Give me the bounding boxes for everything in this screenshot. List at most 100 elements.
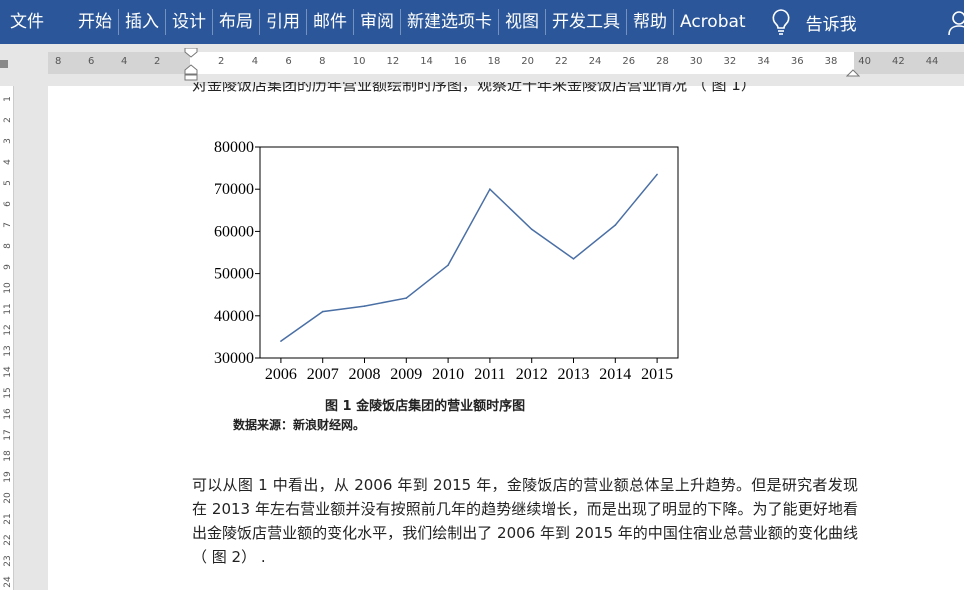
x-tick-label: 2013	[558, 366, 590, 383]
x-tick-label: 2015	[641, 366, 673, 383]
ruler-label: 12	[386, 56, 400, 67]
ribbon-tab-7[interactable]: 审阅	[360, 12, 394, 32]
data-source-note: 数据来源：新浪财经网。	[233, 418, 366, 432]
data-point	[489, 188, 491, 190]
x-tick-label: 2007	[307, 366, 339, 383]
ruler-label: 18	[487, 56, 501, 67]
tab-separator	[673, 9, 674, 35]
ruler-label: 4	[251, 56, 259, 67]
data-point	[321, 310, 324, 313]
ruler-label: 8	[319, 56, 326, 67]
tab-separator	[118, 9, 119, 35]
ruler-label: 4	[121, 56, 128, 67]
ruler-label: 30	[689, 56, 703, 67]
x-tick-label: 2012	[516, 366, 548, 383]
x-tick-label: 2009	[390, 366, 422, 383]
vertical-ruler-label: 13	[3, 345, 13, 357]
series-line-0	[280, 173, 658, 342]
cut-off-text-line: 对金陵饭店集团的历年营业额绘制时序图，观察近十年来金陵饭店营业情况 （ 图 1）	[192, 76, 756, 94]
ruler-label: 14	[420, 56, 433, 67]
ribbon: 文件 开始 插入 设计 布局 引用 邮件 审阅 新建选项卡 视图 开发工具 帮助 Acrobat 告诉我	[0, 0, 964, 44]
person-icon	[948, 11, 964, 36]
vertical-ruler-label: 16	[3, 408, 13, 420]
data-point	[280, 340, 282, 342]
y-tick-label: 50000	[214, 266, 254, 283]
ribbon-tab-8[interactable]: 新建选项卡	[407, 12, 492, 32]
y-tick-label: 70000	[214, 181, 254, 198]
vertical-ruler-label: 5	[3, 180, 13, 186]
y-tick-label: 60000	[214, 223, 254, 240]
figure-caption: 图 1 金陵饭店集团的营业额时序图	[325, 399, 526, 414]
tell-me-box[interactable]: 告诉我	[770, 0, 857, 44]
ruler-label: 36	[790, 56, 804, 67]
ruler-label: 40	[858, 56, 872, 67]
vertical-ruler-label: 24	[3, 576, 13, 588]
ruler-label: 24	[588, 56, 602, 67]
ribbon-tab-6[interactable]: 邮件	[313, 12, 347, 32]
data-point	[614, 224, 617, 226]
ribbon-tab-2[interactable]: 插入	[125, 12, 159, 32]
ribbon-tab-12[interactable]: Acrobat	[680, 12, 746, 32]
ribbon-tab-3[interactable]: 设计	[172, 12, 206, 32]
plot-frame	[259, 146, 679, 359]
line-chart: 30000 40000 50000 60000 70000 80000 2006 2007 20…	[214, 139, 679, 383]
data-point	[447, 264, 449, 266]
vertical-ruler-label: 21	[3, 513, 13, 525]
ribbon-tab-5[interactable]: 引用	[266, 12, 300, 32]
tab-separator	[545, 9, 546, 35]
y-tick-label: 40000	[214, 308, 254, 325]
y-tick-label: 30000	[214, 350, 254, 367]
document-page[interactable]	[48, 86, 964, 590]
account-button[interactable]	[948, 10, 964, 36]
vertical-ruler-label: 11	[3, 303, 13, 315]
vertical-ruler-label: 7	[3, 222, 13, 228]
ruler-label: 16	[453, 56, 467, 67]
vertical-ruler-label: 14	[3, 366, 13, 378]
ruler-area: 8 6 4 2 2 4 6 8 10 12 14 16 18 20 22 24 26 28 30 32 34 36 38 40…	[0, 44, 964, 86]
tab-separator	[498, 9, 499, 35]
ruler-text-area	[190, 52, 854, 74]
ruler-label: 22	[555, 56, 568, 67]
y-tick-label: 80000	[214, 139, 254, 156]
ruler-corner[interactable]	[0, 60, 8, 68]
tab-separator	[306, 9, 307, 35]
ruler-label: 8	[55, 56, 62, 67]
right-indent-marker-icon[interactable]	[846, 65, 860, 77]
indent-marker-icon[interactable]	[183, 48, 199, 82]
vertical-ruler-label: 9	[3, 264, 13, 270]
ruler-label: 6	[88, 56, 95, 67]
data-point	[405, 297, 408, 299]
vertical-ruler-label: 2	[3, 117, 13, 123]
ruler-label: 20	[521, 56, 535, 67]
vertical-ruler-label: 6	[3, 201, 13, 207]
vertical-ruler-label: 1	[3, 96, 13, 102]
ruler-label: 44	[925, 56, 939, 67]
ruler-label: 2	[154, 56, 161, 67]
x-tick-label: 2008	[349, 366, 381, 383]
vertical-ruler-label: 10	[3, 282, 13, 294]
ribbon-tab-10[interactable]: 开发工具	[552, 12, 620, 32]
tab-separator	[259, 9, 260, 35]
vertical-ruler-label: 19	[3, 471, 13, 483]
vertical-ruler[interactable]: 1 2 3 4 5 6 7 8 9 10 11 12 13 14 15 16 17 18 19 20 21 22 23 24	[0, 86, 14, 590]
vertical-ruler-label: 22	[3, 534, 13, 546]
ruler-label: 28	[656, 56, 669, 67]
ribbon-tab-1[interactable]: 开始	[78, 12, 112, 32]
vertical-ruler-label: 17	[3, 429, 13, 441]
x-tick-label: 2011	[474, 366, 505, 383]
ribbon-tab-9[interactable]: 视图	[505, 12, 539, 32]
tab-separator	[626, 9, 627, 35]
ribbon-tab-4[interactable]: 布局	[219, 12, 253, 32]
tab-separator	[165, 9, 166, 35]
ruler-label: 38	[824, 56, 838, 67]
lightbulb-icon	[772, 9, 790, 35]
ruler-label: 10	[352, 56, 366, 67]
tab-separator	[400, 9, 401, 35]
ruler-label: 42	[892, 56, 905, 67]
ribbon-tab-0[interactable]: 文件	[10, 12, 44, 32]
ruler-label: 34	[757, 56, 770, 67]
ribbon-tab-11[interactable]: 帮助	[633, 12, 667, 32]
x-tick-label: 2010	[432, 366, 464, 383]
ruler-label: 2	[218, 56, 225, 67]
vertical-ruler-label: 12	[3, 324, 13, 336]
